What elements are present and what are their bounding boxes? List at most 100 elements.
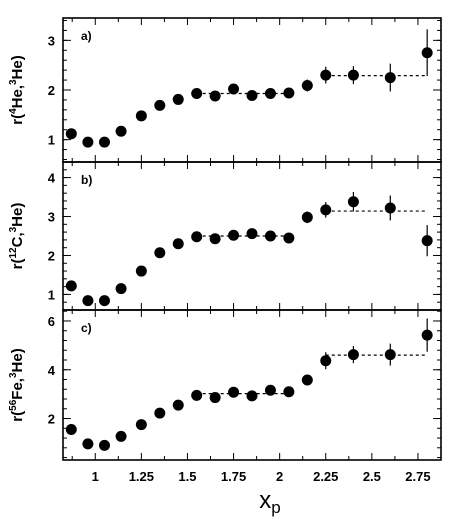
y-label-superscript: 3 bbox=[8, 79, 19, 85]
y-tick-label: 4 bbox=[48, 363, 56, 378]
data-point bbox=[191, 231, 203, 243]
y-tick-label: 1 bbox=[48, 133, 55, 148]
y-tick-label: 4 bbox=[48, 171, 56, 186]
data-point bbox=[82, 136, 94, 148]
data-point bbox=[209, 90, 221, 102]
data-point bbox=[384, 72, 396, 84]
y-axis-label: r(56Fe,3He) bbox=[8, 348, 26, 421]
data-point bbox=[191, 389, 203, 401]
x-axis-label-sub: p bbox=[271, 498, 280, 517]
data-point bbox=[65, 128, 77, 140]
y-ticks: 1 2 3 4 bbox=[48, 169, 441, 311]
data-point bbox=[301, 374, 313, 386]
data-point bbox=[154, 99, 166, 111]
panel-label: b) bbox=[81, 173, 92, 187]
panel-3: 2 4 6 c) r(56Fe,3He) bbox=[8, 309, 442, 461]
data-point bbox=[228, 229, 240, 241]
data-point bbox=[135, 419, 147, 431]
y-axis-label: r(12C,3He) bbox=[8, 203, 26, 270]
x-tick-label: 1.5 bbox=[178, 469, 196, 484]
data-point bbox=[228, 386, 240, 398]
y-tick-label: 3 bbox=[48, 210, 55, 225]
data-point bbox=[283, 87, 295, 99]
data-point bbox=[264, 230, 276, 242]
x-ticks bbox=[71, 310, 419, 460]
panel-label: c) bbox=[81, 321, 92, 335]
y-label-superscript: 56 bbox=[8, 399, 19, 411]
data-point bbox=[246, 89, 258, 101]
fit-lines bbox=[196, 74, 428, 95]
x-tick-label: 2.5 bbox=[363, 469, 381, 484]
data-point bbox=[347, 349, 359, 361]
panel-1: 123 a)r(4He,3He) bbox=[8, 17, 442, 163]
x-ticks bbox=[71, 18, 419, 162]
data-point bbox=[301, 80, 313, 92]
y-tick-label: 2 bbox=[48, 412, 55, 427]
data-points bbox=[65, 318, 433, 451]
x-axis-label: xp bbox=[259, 487, 280, 517]
data-point bbox=[98, 295, 110, 307]
data-point bbox=[421, 47, 433, 59]
y-label-suffix: He) bbox=[9, 55, 26, 79]
y-label-superscript: 3 bbox=[8, 372, 19, 378]
data-point bbox=[384, 202, 396, 214]
data-point bbox=[98, 136, 110, 148]
fit-lines bbox=[196, 354, 428, 395]
x-axis-label-main: x bbox=[259, 487, 271, 514]
y-label-suffix: He) bbox=[9, 203, 26, 227]
data-point bbox=[154, 407, 166, 419]
y-tick-label: 6 bbox=[48, 314, 55, 329]
x-tick-label: 2.25 bbox=[313, 469, 338, 484]
y-label-nucleus: He, bbox=[9, 85, 26, 108]
data-point bbox=[283, 232, 295, 244]
data-point bbox=[421, 235, 433, 247]
data-point bbox=[154, 247, 166, 259]
data-point bbox=[65, 280, 77, 292]
data-point bbox=[384, 349, 396, 361]
data-point bbox=[115, 430, 127, 442]
data-point bbox=[82, 295, 94, 307]
y-label-nucleus: Fe, bbox=[9, 378, 26, 400]
y-label-superscript: 4 bbox=[8, 108, 19, 114]
y-tick-label: 2 bbox=[48, 248, 55, 263]
y-label-prefix: r( bbox=[9, 411, 26, 422]
data-point bbox=[320, 355, 332, 367]
data-point bbox=[135, 265, 147, 277]
data-point bbox=[421, 329, 433, 341]
data-point bbox=[264, 87, 276, 99]
data-point bbox=[98, 439, 110, 451]
data-point bbox=[115, 283, 127, 295]
data-point bbox=[246, 390, 258, 402]
x-tick-label: 1 bbox=[92, 469, 99, 484]
data-point bbox=[347, 196, 359, 208]
data-point bbox=[191, 87, 203, 99]
data-point bbox=[301, 211, 313, 223]
fit-lines bbox=[196, 210, 428, 237]
y-ticks: 1 2 3 bbox=[48, 19, 441, 161]
x-tick-labels: 1 1.25 1.5 1.75 2 2.25 2.5 2.75 bbox=[92, 469, 431, 484]
data-point bbox=[135, 110, 147, 122]
x-tick-label: 2 bbox=[276, 469, 283, 484]
data-point bbox=[228, 83, 240, 95]
data-point bbox=[347, 69, 359, 81]
x-tick-label: 1.75 bbox=[221, 469, 246, 484]
data-point bbox=[246, 228, 258, 240]
data-point bbox=[209, 392, 221, 404]
data-point bbox=[209, 233, 221, 245]
y-axis-label: r(4He,3He) bbox=[8, 55, 26, 124]
y-tick-label: 3 bbox=[48, 33, 55, 48]
y-label-suffix: He) bbox=[9, 348, 26, 372]
y-label-superscript: 3 bbox=[8, 226, 19, 232]
panel-frame bbox=[62, 309, 442, 461]
y-tick-label: 2 bbox=[48, 83, 55, 98]
y-label-superscript: 12 bbox=[8, 247, 19, 259]
x-tick-label: 1.25 bbox=[129, 469, 154, 484]
y-tick-label: 1 bbox=[48, 287, 55, 302]
data-point bbox=[172, 399, 184, 411]
y-label-prefix: r( bbox=[9, 259, 26, 270]
x-tick-label: 2.75 bbox=[405, 469, 430, 484]
data-points bbox=[65, 191, 433, 307]
data-point bbox=[172, 93, 184, 105]
